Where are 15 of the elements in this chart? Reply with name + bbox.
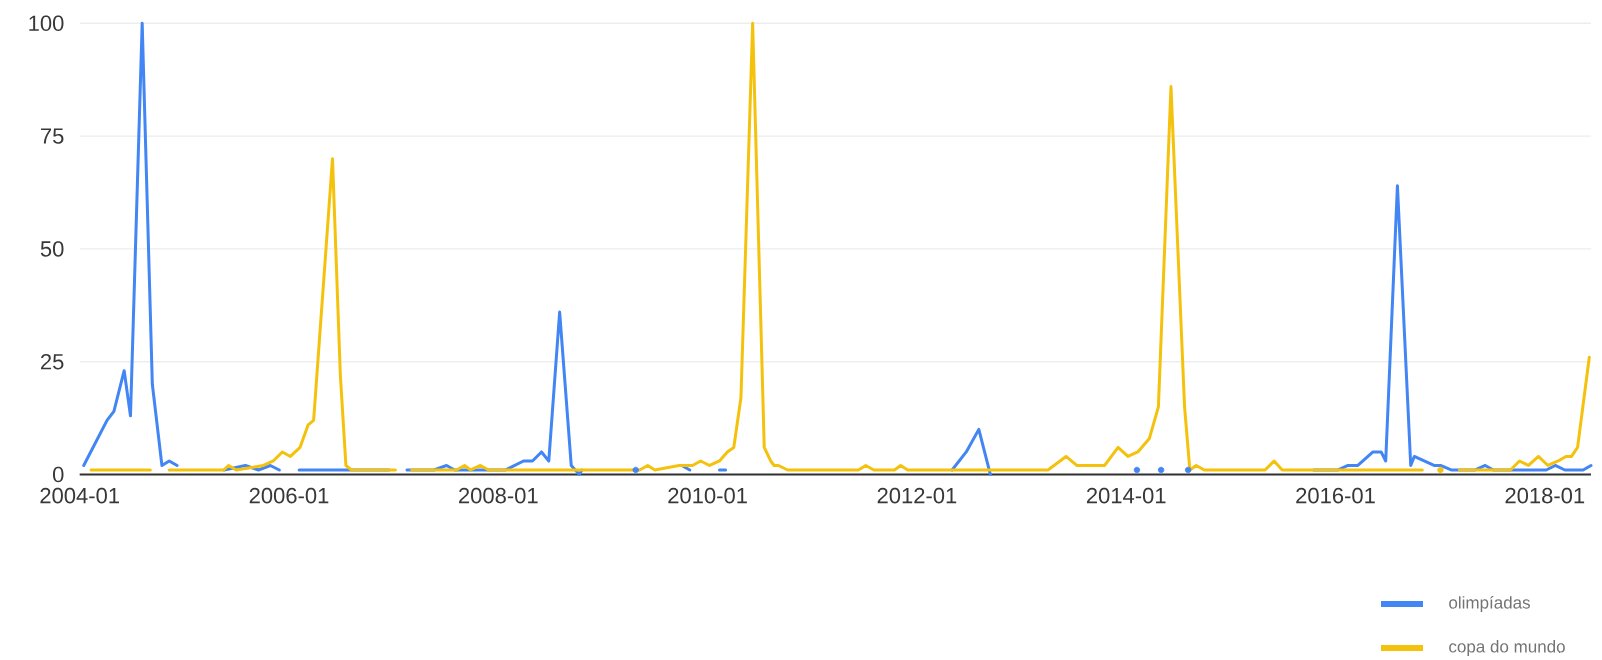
x-tick-label: 2010-01 [668,487,747,504]
y-tick-label: 75 [41,128,64,144]
y-tick-label: 100 [29,15,64,32]
x-tick-label: 2006-01 [249,487,329,504]
y-tick-label: 0 [52,466,64,483]
legend-label: copa do mundo [1449,640,1565,656]
y-tick-label: 25 [41,353,64,370]
x-tick-label: 2012-01 [877,487,957,504]
legend-label: olimpíadas [1449,595,1530,613]
x-tick-label: 2008-01 [459,487,538,504]
x-tick-label: 2004-01 [40,487,119,504]
x-tick-label: 2016-01 [1296,487,1375,504]
x-tick-label: 2018-01 [1505,487,1585,504]
x-tick-label: 2014-01 [1086,487,1166,504]
y-tick-label: 50 [40,241,64,257]
